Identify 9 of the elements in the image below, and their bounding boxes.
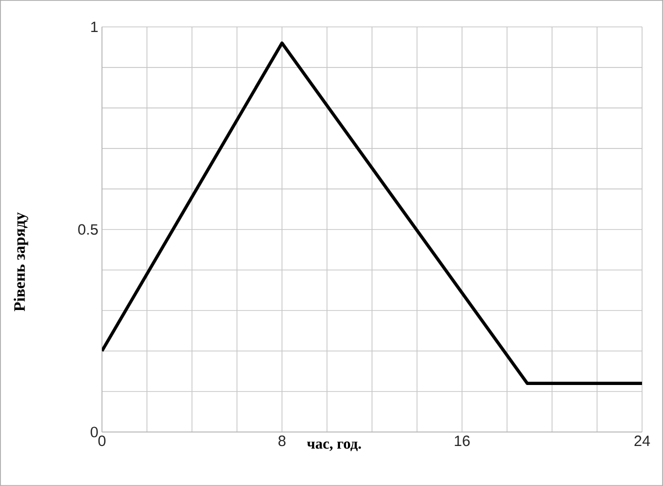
x-tick-label: 8 [278,436,286,446]
y-tick-label: 1 [91,22,98,32]
y-tick-label: 0 [90,426,98,438]
x-axis-title: час, год. [307,442,361,452]
x-tick-label: 16 [454,436,470,446]
y-tick-label: 0.5 [78,224,98,235]
x-tick-label: 0 [98,436,106,446]
x-tick-label: 24 [634,436,650,446]
y-axis-title: Рівень заряду [14,212,28,312]
